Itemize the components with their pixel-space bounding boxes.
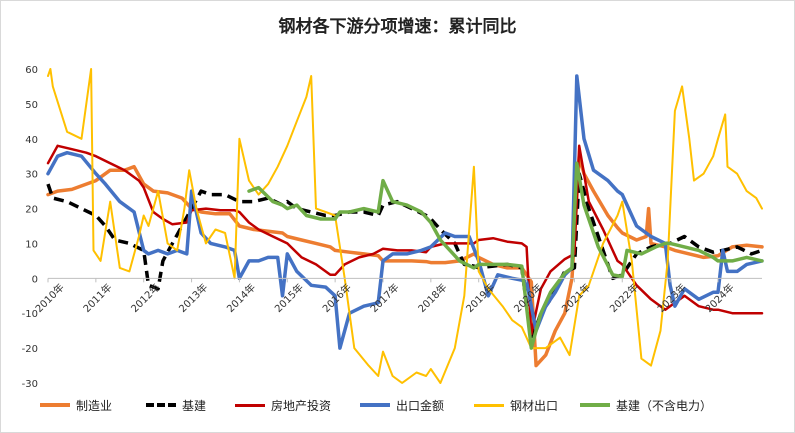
x-tick-label: 2012年 xyxy=(128,281,162,315)
legend-swatch xyxy=(40,403,70,407)
y-tick-label: 20 xyxy=(25,205,38,216)
series-line-4 xyxy=(47,68,763,384)
legend-item: 基建 xyxy=(146,395,206,415)
legend-item: 钢材出口 xyxy=(474,395,558,415)
legend-swatch xyxy=(360,403,390,407)
legend: 制造业 基建 房地产投资 出口金额 钢材出口 基建（不含电力） xyxy=(40,395,780,415)
y-tick-label: 50 xyxy=(25,100,38,111)
x-tick-label: 2010年 xyxy=(32,281,66,315)
legend-swatch xyxy=(235,403,265,407)
series-line-5 xyxy=(247,161,764,350)
x-tick-label: 2017年 xyxy=(367,281,401,315)
y-tick-label: -30 xyxy=(22,379,38,390)
y-tick-label: 10 xyxy=(25,239,38,250)
legend-item: 制造业 xyxy=(40,395,112,415)
legend-item: 基建（不含电力） xyxy=(580,395,712,415)
legend-swatch xyxy=(580,403,610,407)
series-line-0 xyxy=(46,154,764,368)
y-tick-label: 40 xyxy=(25,135,38,146)
legend-swatch xyxy=(474,403,504,407)
legend-item: 房地产投资 xyxy=(235,395,331,415)
legend-label: 出口金额 xyxy=(396,398,445,413)
y-tick-label: 60 xyxy=(25,65,38,76)
legend-label: 钢材出口 xyxy=(510,398,559,413)
y-tick-label: 0 xyxy=(32,274,38,285)
chart-title: 钢材各下游分项增速：累计同比 xyxy=(278,17,517,37)
legend-swatch xyxy=(146,403,176,407)
legend-label: 制造业 xyxy=(76,398,113,413)
y-tick-label: -10 xyxy=(22,309,38,320)
legend-label: 基建（不含电力） xyxy=(616,398,713,413)
legend-label: 房地产投资 xyxy=(271,398,332,413)
legend-label: 基建 xyxy=(182,398,207,413)
x-tick-label: 2011年 xyxy=(80,281,114,315)
y-tick-label: -20 xyxy=(22,344,38,355)
x-tick-label: 2014年 xyxy=(224,281,258,315)
x-tick-label: 2015年 xyxy=(272,281,306,315)
legend-item: 出口金额 xyxy=(360,395,444,415)
x-tick-label: 2019年 xyxy=(463,281,497,315)
x-tick-label: 2013年 xyxy=(176,281,210,315)
x-tick-label: 2018年 xyxy=(415,281,449,315)
y-tick-label: 30 xyxy=(25,170,38,181)
